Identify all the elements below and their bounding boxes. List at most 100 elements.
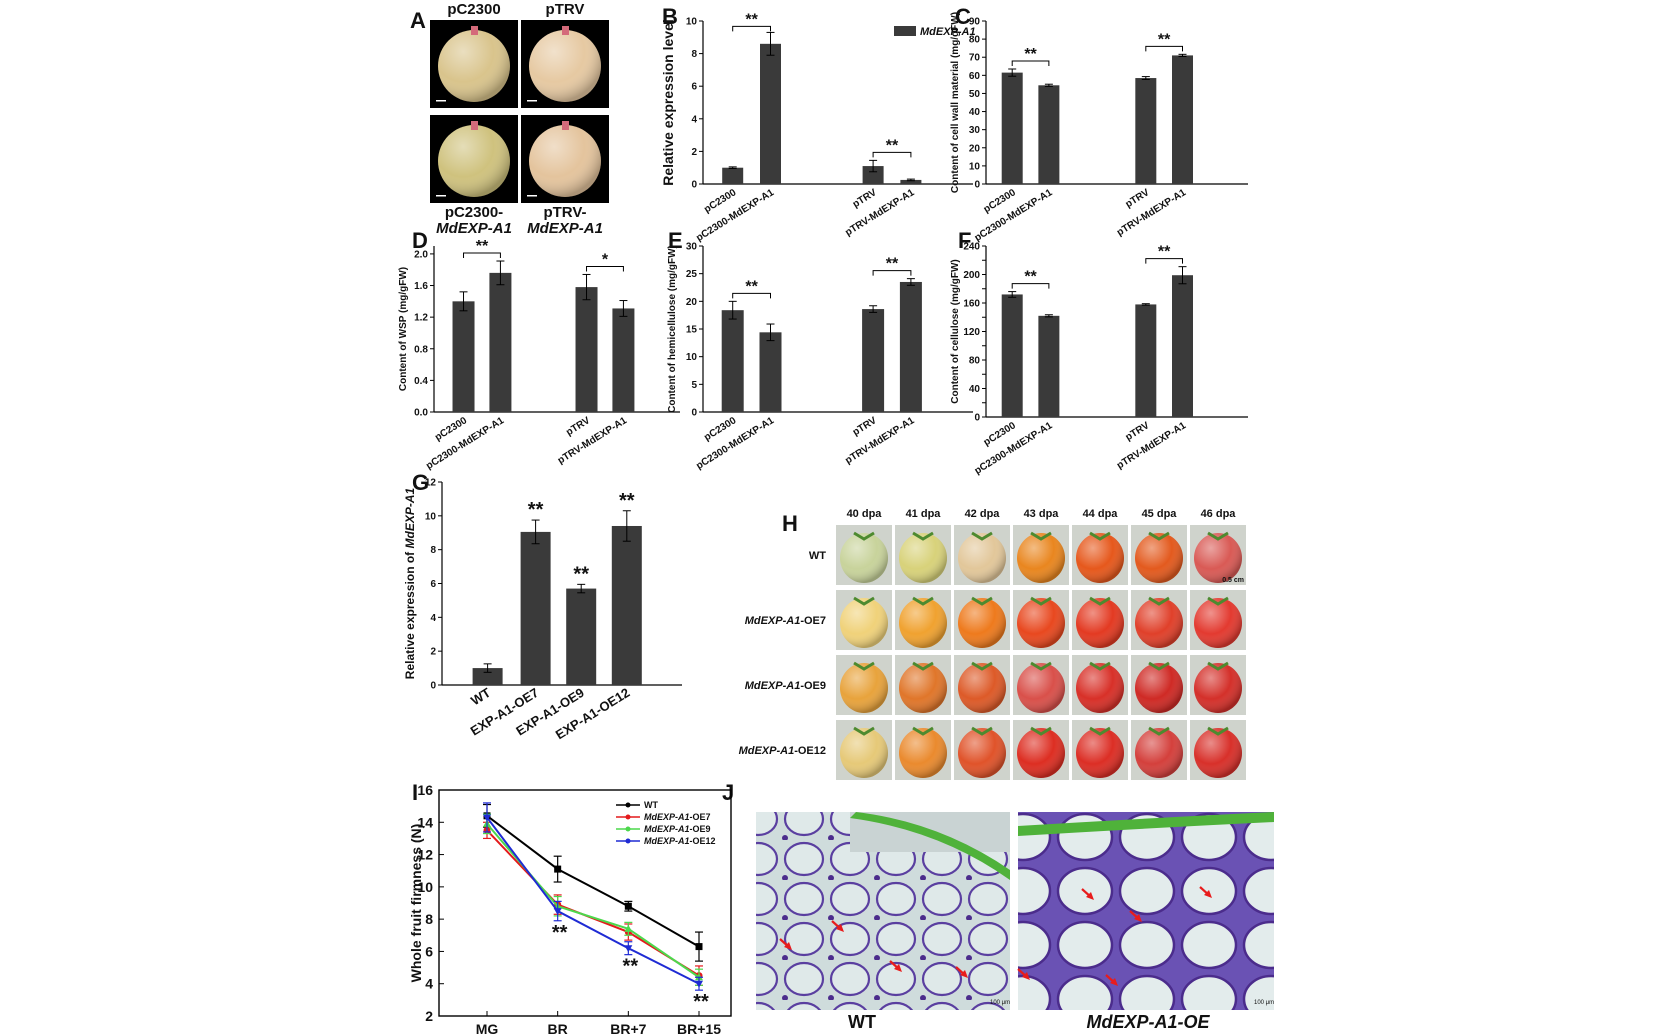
row-label-wt: WT <box>809 550 826 562</box>
y-tick-label: 200 <box>963 270 980 281</box>
legend-line-name: -OE9 <box>690 824 711 834</box>
bar-ptrv <box>1135 78 1157 184</box>
x-tick-label-br-15: BR+15 <box>677 1021 721 1034</box>
legend-label-mdexp-a1-oe12: MdEXP-A1-OE12 <box>644 836 716 846</box>
y-axis-label-prefix: Relative expression of <box>403 548 417 679</box>
series-line-mdexp-a1-oe9 <box>486 823 700 979</box>
red-arrow-head <box>1134 914 1142 922</box>
tomato-sepal <box>853 661 875 671</box>
significance-bracket <box>463 252 501 259</box>
tomato-sepal <box>1089 596 1111 606</box>
tomato-shading <box>840 598 888 648</box>
tomato-shading <box>1017 663 1065 713</box>
bar-pc2300-mdexp-a1 <box>1038 315 1060 417</box>
bar-exp-a1-oe12 <box>611 525 642 685</box>
tomato-shading <box>958 663 1006 713</box>
significance-bracket <box>1145 258 1183 264</box>
point <box>624 924 633 932</box>
legend-marker <box>625 814 631 820</box>
apple-label-pc2300: pC2300 <box>447 1 500 18</box>
significance-bracket <box>732 292 771 299</box>
tomato-sepal <box>1089 531 1111 541</box>
tomato-sepal <box>912 726 934 736</box>
y-tick-label: 4 <box>691 114 697 125</box>
significance-marker: ** <box>528 499 544 521</box>
y-tick-label: 12 <box>425 478 437 489</box>
y-axis-label: Whole fruit firmness (N) <box>408 824 424 983</box>
micrograph-caption-oe: MdEXP-A1-OE <box>1086 1012 1210 1032</box>
legend-marker <box>625 838 631 844</box>
y-tick-label: 4 <box>430 613 436 624</box>
tomato-shading <box>1076 663 1124 713</box>
bar-pc2300 <box>1001 294 1023 417</box>
panel-label-g: G <box>412 470 429 495</box>
bar-pc2300 <box>452 301 475 412</box>
legend-label-mdexp-a1-oe7: MdEXP-A1-OE7 <box>644 812 711 822</box>
point <box>695 980 703 988</box>
y-tick-label: 40 <box>969 384 981 395</box>
bar-pc2300-mdexp-a1 <box>489 272 512 412</box>
legend-line-name: -OE12 <box>690 836 716 846</box>
tomato-sepal <box>1030 661 1052 671</box>
chart-g-overexpression: G 0 2 4 6 8 10 12 Relative expression of MdEXP-A… <box>403 470 682 742</box>
row-label-line: -OE9 <box>800 680 826 692</box>
y-tick-label: 10 <box>417 879 433 895</box>
y-tick-label: 20 <box>969 143 981 154</box>
category-label-ptrv-mdexp-a1: pTRV-MdEXP-A1 <box>1115 420 1188 472</box>
y-tick-label: 120 <box>963 327 980 338</box>
y-tick-label: 50 <box>969 89 981 100</box>
tomato-shading <box>1135 533 1183 583</box>
red-arrow-markers <box>779 886 1212 986</box>
bar-ptrv <box>862 166 884 184</box>
bar-pc2300-mdexp-a1 <box>759 332 782 412</box>
tomato-sepal <box>853 726 875 736</box>
y-tick-label: 2 <box>691 147 697 158</box>
tomato-sepal <box>1030 726 1052 736</box>
chart-i-firmness-line: I 2 4 6 8 10 12 14 16 MG BR BR+7 BR+15 Whole fruit fi… <box>408 780 732 1034</box>
significance-marker: ** <box>745 278 758 295</box>
tomato-sepal <box>1207 596 1229 606</box>
injection-tag-3 <box>562 121 569 130</box>
category-label-ptrv-mdexp-a1: pTRV-MdEXP-A1 <box>1115 187 1188 239</box>
tomato-shading <box>1076 728 1124 778</box>
significance-marker: ** <box>693 991 709 1013</box>
panel-j-micrographs: 100 μm 100 μm WT MdEXP-A1-OE <box>756 812 1274 1032</box>
legend-gene: MdEXP-A1 <box>644 824 690 834</box>
y-tick-label: 10 <box>686 17 698 28</box>
y-tick-label: 6 <box>425 943 433 959</box>
tomato-sepal <box>971 726 993 736</box>
apple-label-pc2300-line2: MdEXP-A1 <box>436 220 512 237</box>
tomato-shading <box>1194 533 1242 583</box>
legend-swatch <box>894 26 916 36</box>
y-axis-label: Relative expression level <box>660 19 676 186</box>
bar-ptrv <box>862 309 885 412</box>
bar-exp-a1-oe7 <box>520 531 551 685</box>
y-tick-label: 40 <box>969 107 981 118</box>
bar-ptrv <box>1135 304 1157 417</box>
y-tick-label: 1.2 <box>414 313 428 324</box>
tomato-sepal <box>1207 726 1229 736</box>
tomato-sepal <box>971 596 993 606</box>
series-line-mdexp-a1-oe7 <box>486 829 700 977</box>
bar-pc2300 <box>1001 72 1023 184</box>
red-arrow-head <box>1204 890 1212 898</box>
significance-bracket <box>1011 283 1050 289</box>
significance-bracket <box>1145 45 1183 52</box>
photo-scale-label: 0.5 cm <box>1222 577 1244 584</box>
category-label-ptrv-mdexp-a1: pTRV-MdEXP-A1 <box>556 415 629 467</box>
tomato-shading <box>1194 663 1242 713</box>
tomato-shading <box>899 598 947 648</box>
panel-label-e: E <box>668 228 683 253</box>
y-tick-label: 0.8 <box>414 344 428 355</box>
tomato-shading <box>899 728 947 778</box>
apple-shading-3 <box>529 125 601 197</box>
tomato-shading <box>1076 533 1124 583</box>
y-tick-label: 4 <box>425 976 433 992</box>
y-tick-label: 6 <box>691 82 697 93</box>
red-arrow-head <box>1086 892 1094 900</box>
tomato-sepal <box>971 661 993 671</box>
y-tick-label: 8 <box>691 49 697 60</box>
bar-ptrv-mdexp-a1 <box>1172 55 1193 185</box>
point <box>483 814 491 822</box>
tomato-shading <box>1017 728 1065 778</box>
